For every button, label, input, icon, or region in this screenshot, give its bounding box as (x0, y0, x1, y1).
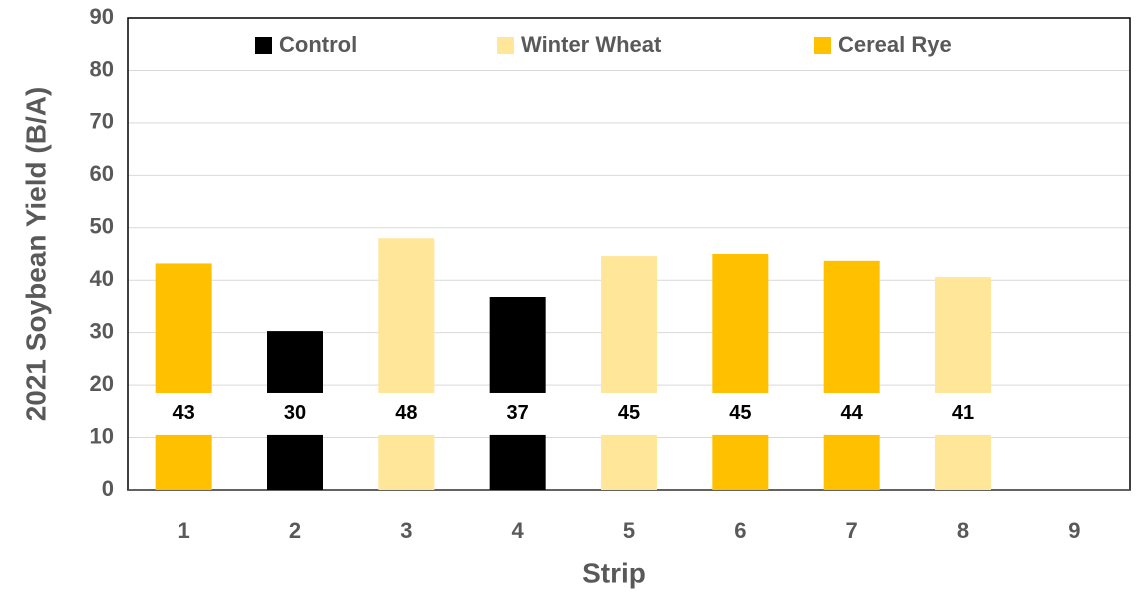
y-tick-label: 10 (90, 423, 114, 448)
y-tick-label: 30 (90, 318, 114, 343)
legend-label: Control (279, 32, 357, 57)
legend-swatch (497, 37, 514, 54)
label-box (370, 392, 443, 435)
x-tick-label: 1 (178, 518, 190, 543)
label-box (147, 392, 220, 435)
y-tick-label: 80 (90, 56, 114, 81)
x-tick-label: 3 (400, 518, 412, 543)
value-label: 48 (395, 402, 417, 424)
label-box (259, 392, 331, 435)
y-tick-label: 20 (90, 371, 114, 396)
x-tick-label: 6 (734, 518, 746, 543)
bar (823, 260, 880, 490)
value-label: 45 (729, 402, 751, 424)
value-label: 43 (173, 402, 195, 424)
label-box (927, 392, 999, 435)
y-tick-label: 90 (90, 4, 114, 29)
y-tick-label: 0 (102, 476, 114, 501)
y-axis-title: 2021 Soybean Yield (B/A) (20, 87, 51, 422)
bar (155, 263, 212, 490)
bar (378, 238, 435, 490)
bar (712, 254, 769, 490)
legend-swatch (814, 37, 831, 54)
value-label: 45 (618, 402, 640, 424)
label-box (704, 392, 777, 435)
value-label: 41 (952, 402, 974, 424)
bar (601, 256, 657, 490)
x-tick-label: 4 (512, 518, 525, 543)
x-axis-title: Strip (582, 557, 646, 588)
x-tick-label: 2 (289, 518, 301, 543)
label-box (481, 392, 554, 435)
label-box (593, 392, 665, 435)
legend-swatch (255, 37, 272, 54)
legend-label: Cereal Rye (838, 32, 952, 57)
y-tick-label: 60 (90, 161, 114, 186)
y-tick-label: 40 (90, 266, 114, 291)
x-tick-label: 7 (846, 518, 858, 543)
value-label: 37 (507, 402, 529, 424)
label-box (815, 392, 888, 435)
bar (935, 277, 991, 490)
x-tick-label: 8 (957, 518, 969, 543)
y-tick-label: 50 (90, 214, 114, 239)
y-tick-label: 70 (90, 109, 114, 134)
x-tick-label: 9 (1068, 518, 1080, 543)
value-label: 44 (841, 402, 864, 424)
value-label: 30 (284, 402, 306, 424)
legend-label: Winter Wheat (521, 32, 662, 57)
x-tick-label: 5 (623, 518, 635, 543)
